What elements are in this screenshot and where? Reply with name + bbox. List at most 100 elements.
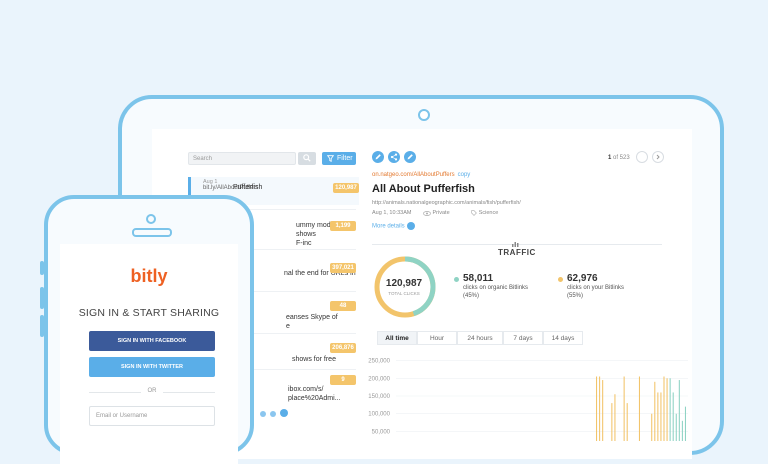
chart-bar [678, 380, 680, 441]
facebook-signin-button[interactable]: SIGN IN WITH FACEBOOK [89, 331, 215, 351]
list-item[interactable]: nal the end for URLs in 397,021 [188, 257, 356, 287]
list-item-title: F-inc [296, 240, 312, 247]
carousel-dot[interactable] [260, 411, 266, 417]
click-count-badge: 206,876 [330, 343, 356, 353]
donut-organic-clicks-arc [374, 256, 436, 318]
divider-line [89, 392, 141, 393]
chart-bar [675, 413, 677, 441]
next-button[interactable] [652, 151, 664, 163]
previous-button[interactable] [636, 151, 648, 163]
created-date: Aug 1, 10:33AM [372, 210, 412, 217]
list-item[interactable]: ibox.com/s/ place%20Admi... 9 [188, 373, 356, 407]
list-divider [188, 291, 356, 292]
filter-button[interactable]: Filter [322, 152, 356, 165]
list-item-date: Aug 1 [203, 179, 218, 185]
filter-icon [327, 155, 334, 162]
chart-bar [681, 420, 683, 441]
your-clicks-stat: 62,976 clicks on your Bitlinks (55%) [558, 274, 625, 300]
short-link-text: on.natgeo.com/AllAboutPuffers [372, 172, 455, 178]
list-item[interactable]: ummy model shows F-inc 1,199 [188, 217, 356, 247]
chart-bar [638, 376, 640, 441]
more-details-link[interactable]: More details [372, 222, 415, 230]
organic-clicks-stat: 58,011 clicks on organic Bitlinks (45%) [454, 274, 528, 300]
click-count-badge: 397,021 [330, 263, 356, 273]
list-divider [188, 369, 356, 370]
chart-bar [614, 394, 616, 441]
list-item-title: e [286, 323, 290, 330]
list-item-title: ibox.com/s/ [288, 386, 324, 393]
chart-bar [672, 392, 674, 441]
chart-bar [666, 378, 668, 441]
carousel-dot[interactable] [270, 411, 276, 417]
chart-bar [684, 406, 686, 441]
y-tick-label: 100,000 [368, 412, 390, 418]
search-icon [303, 154, 311, 162]
tablet-camera [418, 109, 430, 121]
share-button[interactable] [388, 151, 400, 163]
signin-screen: bitly SIGN IN & START SHARING SIGN IN WI… [60, 244, 238, 464]
traffic-heading: TRAFFIC [498, 248, 536, 257]
chart-bar [657, 392, 659, 441]
tab-7-days[interactable]: 7 days [503, 331, 543, 345]
privacy-label: Private [432, 210, 450, 217]
link-meta: Aug 1, 10:33AM Private Science [372, 210, 518, 216]
divider-line [163, 392, 215, 393]
your-clicks-label: clicks on your Bitlinks [567, 285, 625, 291]
y-tick-label: 200,000 [368, 376, 390, 382]
long-url[interactable]: http://animals.nationalgeographic.com/an… [372, 200, 521, 206]
tag-icon [471, 210, 477, 216]
search-button[interactable] [298, 152, 316, 165]
tag-label: Science [478, 210, 499, 217]
chart-bar [660, 392, 662, 441]
y-tick-label: 150,000 [368, 394, 390, 400]
list-item-link: bit.ly/AllAboutPuffers [203, 185, 259, 191]
share-icon [390, 153, 398, 161]
pencil-icon [407, 154, 413, 160]
list-divider [188, 333, 356, 334]
list-item[interactable]: eanses Skype of e 48 [188, 297, 356, 330]
chart-bar [623, 376, 625, 441]
chart-bar [654, 381, 656, 441]
total-clicks-donut [374, 256, 436, 318]
edit-link-button[interactable] [404, 151, 416, 163]
privacy-indicator: Private [423, 210, 461, 216]
eye-icon [423, 210, 431, 216]
signin-headline: SIGN IN & START SHARING [78, 307, 220, 319]
pager-current: 1 [608, 155, 612, 161]
bar-chart-icon [512, 242, 519, 247]
chart-bar [669, 378, 671, 441]
short-link[interactable]: on.natgeo.com/AllAboutPuffers copy [372, 172, 470, 178]
list-item[interactable]: shows for free 206,876 [188, 339, 356, 369]
carousel-dot[interactable] [280, 409, 288, 417]
chart-bar [651, 413, 653, 441]
list-divider [188, 249, 356, 250]
list-item-title: eanses Skype of [286, 314, 338, 321]
chevron-down-icon [406, 222, 415, 230]
list-item-title: nal the end for URLs in [284, 270, 356, 277]
pager-total: of 523 [613, 155, 630, 161]
carousel-dots [260, 404, 292, 422]
bitly-logo: bitly [130, 266, 168, 286]
email-field[interactable]: Email or Username [89, 406, 215, 426]
tab-24-hours[interactable]: 24 hours [457, 331, 503, 345]
tab-14-days[interactable]: 14 days [543, 331, 583, 345]
tab-all-time[interactable]: All time [377, 331, 417, 345]
total-clicks-label: TOTAL CLICKS [388, 291, 420, 296]
list-item-title: ummy model shows [296, 222, 337, 238]
tab-hour[interactable]: Hour [417, 331, 457, 345]
filter-label: Filter [337, 155, 353, 162]
tag[interactable]: Science [471, 210, 508, 216]
copy-link[interactable]: copy [457, 172, 471, 178]
chart-bar [663, 376, 665, 441]
organic-legend-dot [454, 276, 459, 282]
y-tick-label: 250,000 [368, 359, 390, 365]
list-item-title: place%20Admi... [288, 395, 341, 402]
click-count-badge: 1,199 [330, 221, 356, 231]
twitter-signin-button[interactable]: SIGN IN WITH TWITTER [89, 357, 215, 377]
search-input[interactable]: Search [188, 152, 296, 165]
click-count-badge: 120,987 [333, 183, 359, 193]
edit-button[interactable] [372, 151, 384, 163]
or-label: OR [147, 388, 157, 394]
organic-clicks-percent: (45%) [463, 293, 480, 299]
chart-bar [602, 380, 604, 441]
